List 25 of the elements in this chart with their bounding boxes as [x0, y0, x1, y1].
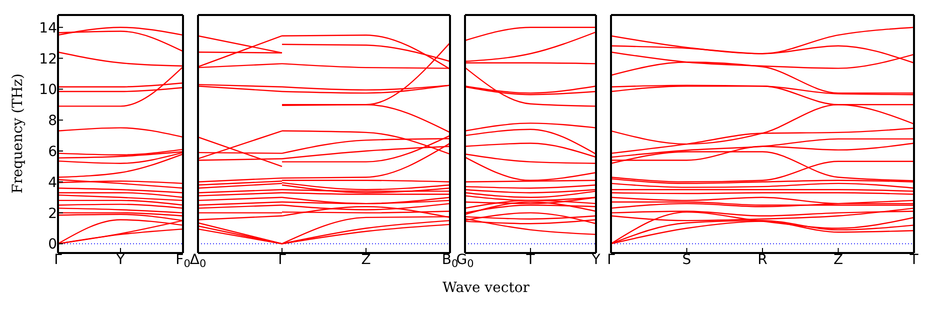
y-axis-title: Frequency (THz) — [10, 73, 26, 194]
x-tick-label: Y — [115, 252, 126, 268]
y-tick-label: 8 — [48, 113, 57, 130]
x-tick-label: B$_{0}$ — [442, 252, 458, 270]
y-tick-label: 2 — [48, 206, 57, 222]
x-tick-label: F$_{0}$ — [176, 252, 190, 270]
x-tick-label: Y — [590, 252, 601, 268]
x-tick-label: Δ$_{0}$ — [190, 252, 206, 270]
x-tick-label: Γ — [54, 252, 62, 268]
y-tick-label: 6 — [48, 144, 58, 160]
x-tick-label: Z — [361, 252, 371, 268]
x-tick-label: Γ — [607, 252, 616, 268]
y-tick-label: 0 — [48, 236, 57, 253]
y-tick-label: 14 — [39, 20, 58, 36]
y-tick-label: 10 — [39, 82, 57, 98]
x-tick-label: Γ — [278, 252, 286, 268]
x-tick-label: S — [682, 252, 692, 268]
x-tick-label: T — [908, 252, 919, 268]
y-tick-label: 12 — [39, 51, 57, 68]
y-tick-label: 4 — [48, 174, 58, 191]
text: Wave vector — [442, 280, 530, 296]
x-tick-label: Z — [833, 252, 844, 268]
x-tick-label: T — [525, 252, 536, 268]
x-tick-label: G$_{0}$ — [456, 252, 474, 270]
x-tick-label: R — [758, 252, 768, 268]
